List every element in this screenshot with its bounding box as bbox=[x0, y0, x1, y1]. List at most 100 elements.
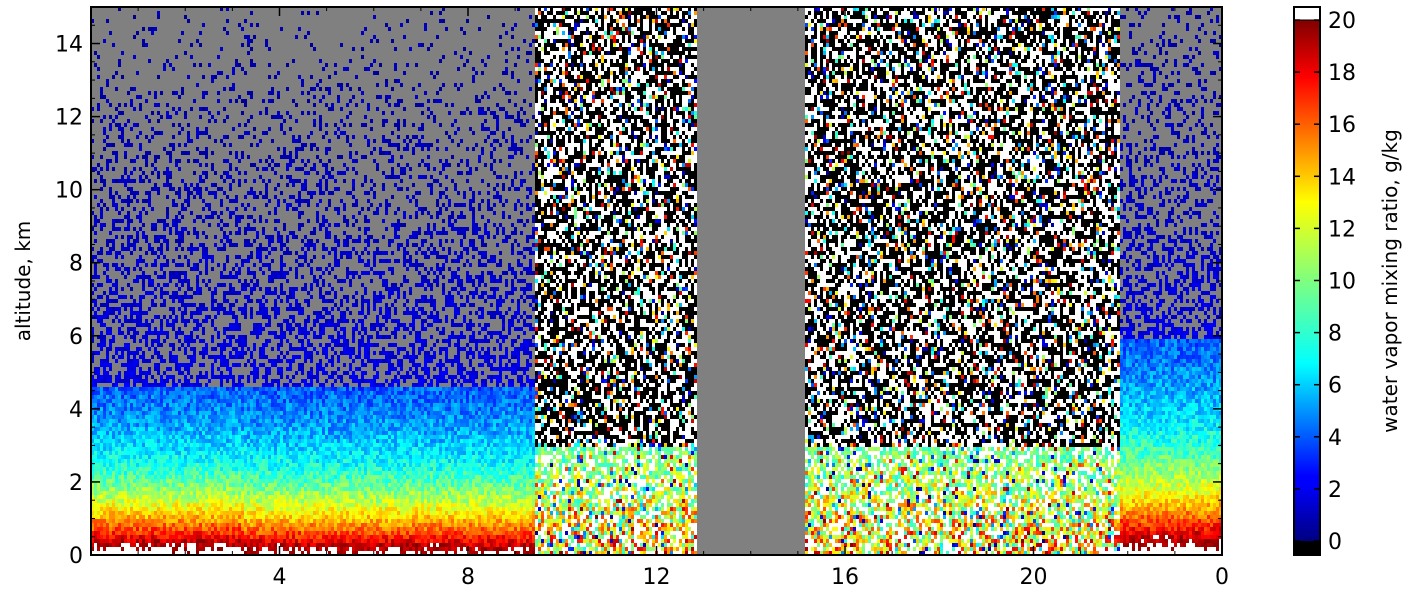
heatmap-cell bbox=[172, 511, 175, 515]
heatmap-cell bbox=[193, 383, 196, 387]
heatmap-cell bbox=[202, 199, 205, 203]
heatmap-cell bbox=[118, 415, 121, 419]
heatmap-cell bbox=[172, 455, 175, 459]
heatmap-cell bbox=[214, 543, 217, 547]
heatmap-cell bbox=[193, 63, 196, 67]
heatmap-cell bbox=[214, 327, 217, 331]
heatmap-cell bbox=[163, 411, 166, 415]
heatmap-cell bbox=[124, 467, 127, 471]
heatmap-cell bbox=[211, 467, 214, 471]
heatmap-cell bbox=[109, 299, 112, 303]
heatmap-cell bbox=[205, 107, 208, 111]
heatmap-cell bbox=[148, 527, 151, 531]
heatmap-cell bbox=[205, 271, 208, 275]
heatmap-cell bbox=[211, 259, 214, 263]
heatmap-cell bbox=[133, 535, 136, 539]
heatmap-cell bbox=[106, 411, 109, 415]
heatmap-cell bbox=[142, 231, 145, 235]
heatmap-cell bbox=[142, 259, 145, 263]
heatmap-cell bbox=[181, 391, 184, 395]
heatmap-cell bbox=[151, 331, 154, 335]
heatmap-cell bbox=[106, 19, 109, 23]
heatmap-cell bbox=[202, 407, 205, 411]
heatmap-cell bbox=[115, 235, 118, 239]
heatmap-cell bbox=[163, 223, 166, 227]
heatmap-cell bbox=[145, 407, 148, 411]
heatmap-cell bbox=[190, 443, 193, 447]
heatmap-cell bbox=[154, 431, 157, 435]
heatmap-cell bbox=[148, 499, 151, 503]
heatmap-cell bbox=[136, 231, 139, 235]
heatmap-cell bbox=[142, 399, 145, 403]
heatmap-cell bbox=[157, 459, 160, 463]
heatmap-cell bbox=[142, 223, 145, 227]
heatmap-cell bbox=[142, 295, 145, 299]
heatmap-cell bbox=[97, 503, 100, 507]
heatmap-cell bbox=[130, 519, 133, 523]
heatmap-cell bbox=[151, 415, 154, 419]
heatmap-cell bbox=[199, 323, 202, 327]
heatmap-cell bbox=[181, 479, 184, 483]
heatmap-cell bbox=[190, 531, 193, 535]
heatmap-cell bbox=[217, 303, 220, 307]
heatmap-cell bbox=[100, 515, 103, 519]
heatmap-cell bbox=[157, 155, 160, 159]
heatmap-cell bbox=[136, 311, 139, 315]
heatmap-cell bbox=[175, 535, 178, 539]
heatmap-cell bbox=[184, 499, 187, 503]
heatmap-cell bbox=[130, 435, 133, 439]
heatmap-cell bbox=[115, 383, 118, 387]
heatmap-cell bbox=[217, 459, 220, 463]
heatmap-cell bbox=[199, 539, 202, 543]
heatmap-cell bbox=[94, 311, 97, 315]
heatmap-cell bbox=[97, 463, 100, 467]
heatmap-cell bbox=[139, 475, 142, 479]
heatmap-cell bbox=[163, 171, 166, 175]
heatmap-cell bbox=[157, 451, 160, 455]
heatmap-cell bbox=[205, 503, 208, 507]
heatmap-cell bbox=[124, 463, 127, 467]
heatmap-cell bbox=[121, 455, 124, 459]
heatmap-cell bbox=[175, 55, 178, 59]
heatmap-cell bbox=[121, 507, 124, 511]
heatmap-cell bbox=[148, 443, 151, 447]
heatmap-cell bbox=[112, 415, 115, 419]
heatmap-cell bbox=[178, 195, 181, 199]
heatmap-cell bbox=[100, 335, 103, 339]
heatmap-cell bbox=[166, 291, 169, 295]
heatmap-cell bbox=[178, 435, 181, 439]
heatmap-cell bbox=[193, 483, 196, 487]
heatmap-cell bbox=[136, 543, 139, 547]
heatmap-cell bbox=[124, 459, 127, 463]
heatmap-cell bbox=[157, 11, 160, 15]
heatmap-cell bbox=[106, 403, 109, 407]
heatmap-cell bbox=[199, 43, 202, 47]
heatmap-cell bbox=[112, 431, 115, 435]
heatmap-cell bbox=[214, 439, 217, 443]
heatmap-cell bbox=[136, 495, 139, 499]
heatmap-cell bbox=[127, 175, 130, 179]
heatmap-cell bbox=[181, 511, 184, 515]
heatmap-cell bbox=[106, 79, 109, 83]
heatmap-cell bbox=[184, 511, 187, 515]
heatmap-cell bbox=[190, 503, 193, 507]
heatmap-cell bbox=[217, 483, 220, 487]
heatmap-cell bbox=[187, 531, 190, 535]
heatmap-cell bbox=[103, 223, 106, 227]
heatmap-cell bbox=[139, 319, 142, 323]
heatmap-cell bbox=[163, 447, 166, 451]
heatmap-cell bbox=[190, 463, 193, 467]
heatmap-cell bbox=[142, 235, 145, 239]
heatmap-cell bbox=[166, 455, 169, 459]
heatmap-cell bbox=[112, 239, 115, 243]
heatmap-cell bbox=[211, 431, 214, 435]
heatmap-cell bbox=[142, 447, 145, 451]
heatmap-cell bbox=[100, 303, 103, 307]
heatmap-cell bbox=[106, 351, 109, 355]
heatmap-cell bbox=[121, 295, 124, 299]
heatmap-cell bbox=[127, 503, 130, 507]
heatmap-cell bbox=[199, 163, 202, 167]
heatmap-cell bbox=[166, 447, 169, 451]
heatmap-cell bbox=[172, 459, 175, 463]
heatmap-cell bbox=[100, 391, 103, 395]
